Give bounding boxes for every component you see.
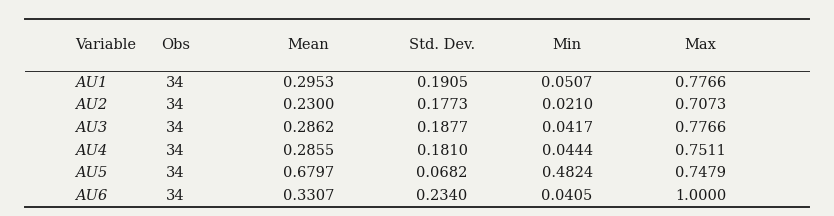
Text: 1.0000: 1.0000 — [675, 189, 726, 203]
Text: 34: 34 — [166, 166, 184, 180]
Text: 34: 34 — [166, 98, 184, 112]
Text: 0.0682: 0.0682 — [416, 166, 468, 180]
Text: 0.0507: 0.0507 — [541, 76, 593, 90]
Text: 34: 34 — [166, 144, 184, 158]
Text: 0.0405: 0.0405 — [541, 189, 593, 203]
Text: AU3: AU3 — [75, 121, 108, 135]
Text: AU2: AU2 — [75, 98, 108, 112]
Text: Min: Min — [553, 38, 581, 52]
Text: 0.0417: 0.0417 — [541, 121, 593, 135]
Text: 0.1905: 0.1905 — [416, 76, 468, 90]
Text: 0.7766: 0.7766 — [675, 76, 726, 90]
Text: 0.2340: 0.2340 — [416, 189, 468, 203]
Text: 0.3307: 0.3307 — [283, 189, 334, 203]
Text: 34: 34 — [166, 189, 184, 203]
Text: AU5: AU5 — [75, 166, 108, 180]
Text: 0.7479: 0.7479 — [675, 166, 726, 180]
Text: 0.2300: 0.2300 — [283, 98, 334, 112]
Text: 0.2855: 0.2855 — [283, 144, 334, 158]
Text: 0.7511: 0.7511 — [676, 144, 726, 158]
Text: 0.1773: 0.1773 — [416, 98, 468, 112]
Text: 34: 34 — [166, 76, 184, 90]
Text: 0.2862: 0.2862 — [283, 121, 334, 135]
Text: 0.1810: 0.1810 — [416, 144, 468, 158]
Text: Obs: Obs — [161, 38, 189, 52]
Text: 0.7766: 0.7766 — [675, 121, 726, 135]
Text: 0.6797: 0.6797 — [283, 166, 334, 180]
Text: 0.1877: 0.1877 — [416, 121, 468, 135]
Text: Std. Dev.: Std. Dev. — [409, 38, 475, 52]
Text: 0.0444: 0.0444 — [541, 144, 593, 158]
Text: 0.7073: 0.7073 — [675, 98, 726, 112]
Text: Variable: Variable — [75, 38, 136, 52]
Text: 34: 34 — [166, 121, 184, 135]
Text: 0.0210: 0.0210 — [541, 98, 593, 112]
Text: Mean: Mean — [288, 38, 329, 52]
Text: AU4: AU4 — [75, 144, 108, 158]
Text: AU6: AU6 — [75, 189, 108, 203]
Text: 0.4824: 0.4824 — [541, 166, 593, 180]
Text: 0.2953: 0.2953 — [283, 76, 334, 90]
Text: Max: Max — [685, 38, 716, 52]
Text: AU1: AU1 — [75, 76, 108, 90]
